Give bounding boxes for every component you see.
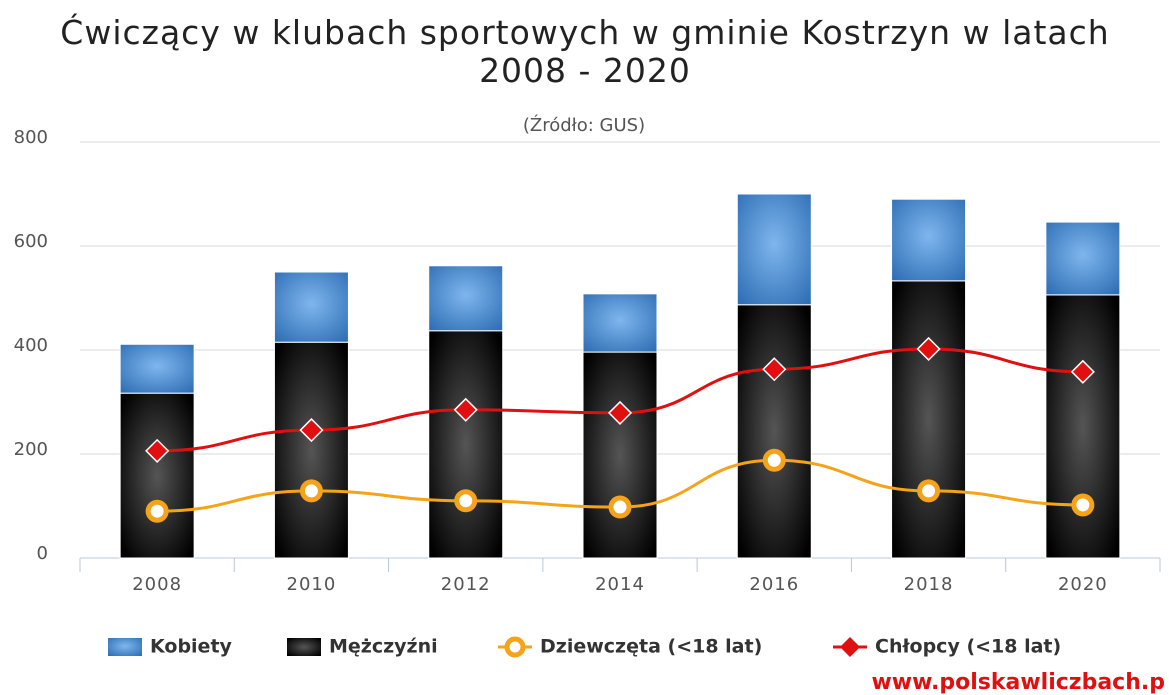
- chart-title: Ćwiczący w klubach sportowych w gminie K…: [60, 13, 1110, 90]
- marker: [607, 400, 633, 425]
- legend-label: Chłopcy (<18 lat): [875, 636, 1061, 658]
- x-tick-label: 2008: [132, 574, 182, 595]
- legend-marker: [504, 636, 526, 658]
- y-tick-label: 800: [14, 127, 48, 148]
- x-tick-label: 2018: [904, 574, 954, 595]
- marker: [1070, 359, 1095, 384]
- legend-label: Mężczyźni: [329, 636, 438, 658]
- marker: [917, 479, 941, 503]
- bar: [119, 343, 195, 394]
- y-tick-label: 600: [14, 231, 48, 252]
- marker: [299, 479, 323, 503]
- marker: [1071, 493, 1095, 517]
- marker: [145, 438, 170, 463]
- bar: [273, 271, 349, 343]
- marker: [145, 499, 169, 523]
- bar: [736, 304, 812, 559]
- x-tick-label: 2016: [749, 574, 799, 595]
- marker: [762, 448, 786, 472]
- bar: [891, 198, 967, 282]
- y-tick-label: 400: [14, 335, 48, 356]
- legend-label: Dziewczęta (<18 lat): [540, 636, 762, 658]
- bar: [582, 293, 658, 353]
- marker: [453, 397, 478, 422]
- bar: [428, 265, 504, 332]
- bar: [1045, 221, 1121, 296]
- bar: [428, 330, 504, 559]
- marker: [762, 357, 787, 382]
- x-tick-label: 2012: [441, 574, 491, 595]
- bar: [582, 351, 658, 559]
- y-tick-label: 200: [14, 439, 48, 460]
- bar: [273, 341, 349, 559]
- legend-swatch: [108, 638, 142, 656]
- marker: [299, 418, 324, 443]
- x-tick-label: 2014: [595, 574, 645, 595]
- y-tick-label: 0: [37, 543, 48, 564]
- bar: [1045, 294, 1121, 559]
- marker: [454, 489, 478, 513]
- bar: [736, 193, 812, 306]
- x-tick-label: 2010: [287, 574, 337, 595]
- legend-swatch: [287, 638, 321, 656]
- bar: [891, 280, 967, 559]
- legend-marker: [840, 637, 860, 657]
- credit: www.polskawliczbach.p: [871, 670, 1165, 695]
- marker: [916, 336, 941, 362]
- marker: [608, 495, 632, 519]
- bar: [119, 392, 195, 559]
- x-tick-label: 2020: [1058, 574, 1108, 595]
- subtitle: (Źródło: GUS): [523, 114, 645, 136]
- legend-label: Kobiety: [150, 636, 233, 658]
